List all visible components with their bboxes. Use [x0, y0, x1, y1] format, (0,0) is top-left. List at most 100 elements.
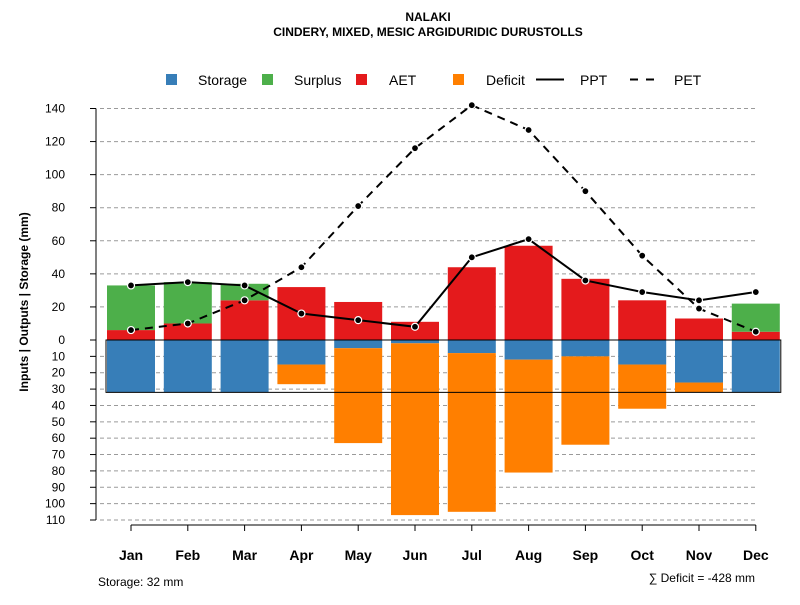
pet-line [130, 104, 757, 333]
y-tick-label: 50 [52, 415, 66, 429]
pet-point-sep [581, 187, 590, 196]
ppt-point-jul [467, 253, 476, 262]
deficit-sum-footnote: ∑ Deficit = -428 mm [649, 571, 755, 585]
y-tick-label: 60 [52, 234, 66, 248]
aet-bar-jan [107, 330, 155, 340]
surplus-bar-jan [107, 285, 155, 331]
series-lines [126, 101, 760, 336]
deficit-bar-nov [675, 382, 723, 393]
storage-capacity-box [105, 339, 782, 393]
y-tick-label: 110 [46, 513, 65, 527]
storage-bar-mar [220, 340, 269, 393]
month-label-aug: Aug [515, 547, 542, 563]
ppt-point-jun [410, 322, 420, 331]
month-label-mar: Mar [232, 547, 257, 563]
y-tick-label: 140 [45, 102, 65, 116]
y-tick-label: 90 [52, 480, 66, 494]
month-label-oct: Oct [631, 547, 655, 563]
legend-label-deficit: Deficit [486, 72, 525, 88]
deficit-bar-oct [618, 364, 667, 409]
y-tick-label: 100 [45, 497, 65, 511]
y-tick-label: 40 [52, 267, 66, 281]
axes: 0 20 40 60 80 100 120 140 10 20 30 40 50 60 70 80 90 100 1… [45, 102, 769, 564]
y-tick-label: 20 [52, 300, 66, 314]
legend-label-pet: PET [674, 72, 702, 88]
y-tick-label: 80 [52, 464, 66, 478]
pet-point-oct [638, 251, 647, 260]
pet-point-jul [467, 101, 476, 110]
chart-title: NALAKI [405, 10, 450, 24]
aet-bar-sep [561, 278, 610, 340]
month-label-jun: Jun [403, 547, 428, 563]
legend-swatch-storage [166, 74, 177, 85]
legend: Storage Surplus AET Deficit PPT PET [166, 72, 702, 88]
surplus-bar-mar [220, 283, 269, 301]
y-tick-label: 10 [52, 349, 66, 363]
y-tick-label: 100 [45, 168, 65, 182]
month-label-may: May [345, 547, 372, 563]
storage-bar-feb [163, 340, 212, 393]
deficit-bar-sep [561, 356, 610, 445]
pet-point-jan [126, 325, 136, 335]
month-label-sep: Sep [573, 547, 599, 563]
aet-bar-feb [163, 323, 212, 340]
y-tick-label: 20 [52, 366, 66, 380]
pet-point-dec [751, 327, 760, 336]
surplus-bar-dec [731, 303, 780, 332]
y-tick-label: 30 [52, 382, 66, 396]
y-tick-label: 60 [52, 431, 66, 445]
y-tick-label: 40 [52, 398, 66, 412]
storage-footnote: Storage: 32 mm [98, 575, 183, 589]
pet-point-aug [524, 125, 533, 135]
ppt-point-feb [183, 278, 192, 287]
ppt-point-may [354, 316, 363, 325]
bars [105, 245, 782, 516]
aet-bar-jul [447, 267, 496, 340]
aet-bar-dec [731, 331, 780, 340]
pet-point-may [354, 201, 363, 211]
y-axis-title: Inputs | Outputs | Storage (mm) [17, 212, 31, 391]
storage-bar-apr [277, 340, 326, 365]
month-label-jan: Jan [119, 547, 143, 563]
aet-bar-nov [675, 318, 723, 340]
legend-label-ppt: PPT [580, 72, 608, 88]
legend-label-aet: AET [389, 72, 417, 88]
storage-bar-jun [391, 340, 439, 344]
aet-bar-aug [504, 245, 553, 340]
aet-bar-oct [618, 300, 667, 340]
month-label-feb: Feb [175, 547, 200, 563]
y-tick-label: 70 [52, 448, 66, 462]
ppt-point-sep [581, 276, 590, 285]
ppt-point-dec [751, 287, 760, 297]
pet-point-nov [694, 304, 704, 313]
deficit-bar-apr [277, 364, 326, 385]
legend-swatch-surplus [262, 74, 273, 85]
storage-bar-nov [675, 340, 723, 383]
month-label-apr: Apr [289, 547, 314, 563]
pet-point-feb [183, 319, 192, 328]
storage-bar-jan [107, 340, 155, 393]
pet-point-apr [297, 263, 306, 272]
storage-bar-aug [504, 340, 553, 360]
ppt-point-oct [638, 287, 647, 297]
ppt-point-mar [240, 281, 249, 290]
ppt-point-aug [524, 235, 533, 244]
pet-point-jun [410, 144, 420, 153]
deficit-bar-may [334, 348, 383, 444]
pet-point-mar [240, 296, 249, 305]
storage-bar-may [334, 340, 383, 349]
storage-bar-oct [618, 340, 667, 365]
ppt-point-jan [126, 281, 136, 290]
storage-bar-sep [561, 340, 610, 357]
legend-label-storage: Storage [198, 72, 247, 88]
storage-bar-dec [731, 340, 780, 393]
y-tick-label: 80 [52, 201, 66, 215]
ppt-point-apr [297, 309, 306, 318]
ppt-line [130, 238, 756, 328]
legend-swatch-deficit [453, 74, 464, 85]
legend-swatch-aet [356, 74, 367, 85]
legend-label-surplus: Surplus [294, 72, 341, 88]
deficit-bar-jun [391, 343, 439, 516]
